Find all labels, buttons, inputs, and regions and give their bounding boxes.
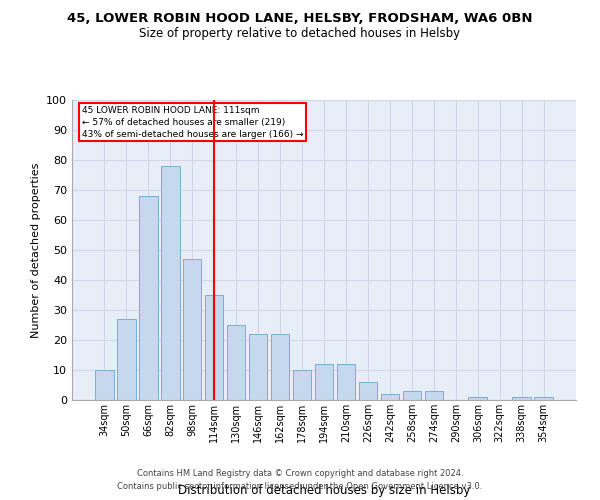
Bar	[161, 166, 179, 400]
Bar	[117, 319, 136, 400]
Text: Size of property relative to detached houses in Helsby: Size of property relative to detached ho…	[139, 28, 461, 40]
Text: Contains public sector information licensed under the Open Government Licence v3: Contains public sector information licen…	[118, 482, 482, 491]
Y-axis label: Number of detached properties: Number of detached properties	[31, 162, 41, 338]
Bar	[139, 196, 158, 400]
Bar	[183, 259, 202, 400]
X-axis label: Distribution of detached houses by size in Helsby: Distribution of detached houses by size …	[178, 484, 470, 497]
Bar	[403, 391, 421, 400]
Bar	[293, 370, 311, 400]
Text: 45 LOWER ROBIN HOOD LANE: 111sqm
← 57% of detached houses are smaller (219)
43% : 45 LOWER ROBIN HOOD LANE: 111sqm ← 57% o…	[82, 106, 304, 138]
Bar	[469, 397, 487, 400]
Bar	[205, 295, 223, 400]
Bar	[249, 334, 268, 400]
Bar	[380, 394, 399, 400]
Bar	[512, 397, 531, 400]
Text: Contains HM Land Registry data © Crown copyright and database right 2024.: Contains HM Land Registry data © Crown c…	[137, 468, 463, 477]
Bar	[337, 364, 355, 400]
Bar	[359, 382, 377, 400]
Text: 45, LOWER ROBIN HOOD LANE, HELSBY, FRODSHAM, WA6 0BN: 45, LOWER ROBIN HOOD LANE, HELSBY, FRODS…	[67, 12, 533, 26]
Bar	[95, 370, 113, 400]
Bar	[314, 364, 334, 400]
Bar	[425, 391, 443, 400]
Bar	[227, 325, 245, 400]
Bar	[535, 397, 553, 400]
Bar	[271, 334, 289, 400]
